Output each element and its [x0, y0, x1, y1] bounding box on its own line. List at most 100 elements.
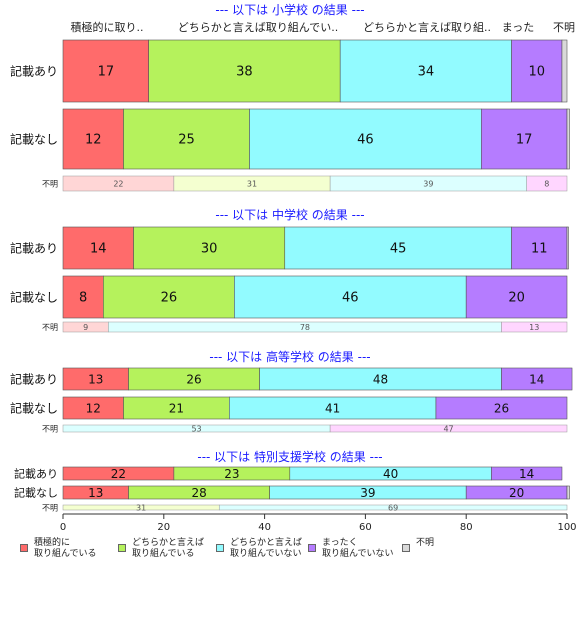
- unknown-value-label: 31: [136, 504, 146, 513]
- row-label: 記載なし: [10, 289, 58, 304]
- unknown-value-label: 8: [544, 180, 549, 189]
- x-tick-label: 80: [460, 522, 473, 533]
- top-series-label: どちらかと言えば取り組..: [363, 21, 491, 34]
- bar-segment: [566, 485, 570, 500]
- legend-label: 不明: [416, 538, 435, 548]
- bar-value-label: 17: [98, 65, 115, 80]
- unknown-value-label: 9: [83, 323, 88, 332]
- bar-value-label: 13: [88, 486, 103, 500]
- bar-value-label: 21: [169, 401, 184, 415]
- legend-swatch: [20, 544, 28, 552]
- legend-label: どちらかと言えば 取り組んでいる: [132, 538, 205, 559]
- top-series-label: まった: [502, 21, 535, 34]
- group-title: --- 以下は 高等学校 の結果 ---: [209, 349, 370, 364]
- top-series-label: 不明: [553, 21, 575, 34]
- bar-value-label: 28: [191, 486, 206, 500]
- unknown-value-label: 53: [191, 425, 201, 434]
- bar-value-label: 45: [390, 242, 407, 257]
- bar-segment: [62, 108, 124, 170]
- row-label: 記載なし: [14, 485, 58, 499]
- bar-value-label: 38: [236, 65, 253, 80]
- bar-segment: [566, 108, 570, 170]
- row-label: 記載あり: [10, 371, 58, 386]
- bar-segment: [511, 226, 568, 270]
- bar-segment: [284, 226, 512, 270]
- bar-segment: [133, 226, 286, 270]
- unknown-bar-segment: [329, 424, 568, 433]
- legend-label: どちらかと言えば 取り組んでいない: [230, 538, 303, 559]
- row-label: 記載あり: [14, 466, 58, 480]
- legend-item: どちらかと言えば 取り組んでいる: [118, 538, 204, 560]
- group-title: --- 以下は 特別支援学校 の結果 ---: [197, 449, 382, 464]
- bar-value-label: 14: [90, 242, 107, 257]
- bar-value-label: 23: [224, 467, 239, 481]
- row-label: 記載あり: [10, 240, 58, 255]
- bar-segment: [491, 466, 563, 481]
- row-label: 記載なし: [10, 400, 58, 415]
- bar-value-label: 22: [111, 467, 126, 481]
- bar-segment: [234, 275, 467, 319]
- bar-value-label: 25: [178, 133, 195, 148]
- top-series-label: 積極的に取り..: [71, 20, 144, 34]
- bar-segment: [501, 367, 573, 391]
- bar-value-label: 46: [357, 133, 374, 148]
- x-tick-label: 100: [557, 522, 576, 533]
- unknown-value-label: 22: [113, 180, 123, 189]
- legend-item: まったく 取り組んでいない: [308, 538, 394, 560]
- x-tick-label: 40: [258, 522, 271, 533]
- x-tick-label: 60: [359, 522, 372, 533]
- bar-segment: [249, 108, 482, 170]
- bar-value-label: 12: [85, 133, 102, 148]
- bar-value-label: 39: [360, 486, 375, 500]
- bar-segment: [62, 226, 134, 270]
- chart-canvas: 積極的に取り.. どちらかと言えば取り組んでい.. どちらかと言えば取り組.. まった…: [10, 2, 577, 533]
- legend-swatch: [308, 544, 316, 552]
- group-title: --- 以下は 中学校 の結果 ---: [215, 207, 364, 222]
- bar-value-label: 11: [531, 242, 548, 257]
- bar-value-label: 41: [325, 401, 340, 415]
- bar-segment: [148, 39, 341, 103]
- unknown-row-label: 不明: [42, 425, 58, 434]
- bar-value-label: 46: [342, 291, 359, 306]
- bar-value-label: 34: [418, 65, 435, 80]
- unknown-value-label: 47: [443, 425, 453, 434]
- row-label: 記載あり: [10, 63, 58, 78]
- unknown-value-label: 69: [388, 504, 398, 513]
- legend-item: どちらかと言えば 取り組んでいない: [216, 538, 302, 560]
- group-title: --- 以下は 小学校 の結果 ---: [215, 2, 364, 17]
- bar-value-label: 20: [508, 291, 525, 306]
- bar-value-label: 26: [161, 291, 178, 306]
- bar-segment: [62, 39, 149, 103]
- unknown-bar-segment: [501, 321, 568, 333]
- bar-segment: [481, 108, 568, 170]
- bar-value-label: 10: [528, 65, 545, 80]
- bar-value-label: 12: [86, 401, 101, 415]
- legend-swatch: [402, 544, 410, 552]
- bar-segment: [123, 108, 250, 170]
- bar-value-label: 26: [186, 372, 201, 386]
- legend-label: 積極的に 取り組んでいる: [34, 538, 97, 559]
- unknown-row-label: 不明: [42, 504, 58, 513]
- unknown-row-label: 不明: [42, 180, 58, 189]
- bar-value-label: 14: [529, 372, 544, 386]
- bar-segment: [103, 275, 235, 319]
- unknown-value-label: 39: [423, 180, 433, 189]
- x-tick-label: 0: [60, 522, 66, 533]
- unknown-value-label: 13: [529, 323, 539, 332]
- x-tick-label: 20: [157, 522, 170, 533]
- unknown-value-label: 31: [247, 180, 257, 189]
- bar-value-label: 14: [519, 467, 534, 481]
- legend: 積極的に 取り組んでいる どちらかと言えば 取り組んでいる どちらかと言えば 取り組…: [0, 538, 580, 578]
- bar-value-label: 13: [88, 372, 103, 386]
- unknown-row-label: 不明: [42, 323, 58, 332]
- legend-item: 積極的に 取り組んでいる: [20, 538, 97, 560]
- unknown-bar-segment: [218, 504, 568, 511]
- bar-segment: [62, 275, 104, 319]
- bar-segment: [435, 396, 568, 420]
- legend-item: 不明: [402, 538, 434, 552]
- unknown-value-label: 78: [300, 323, 310, 332]
- unknown-bar-segment: [526, 175, 568, 192]
- bar-value-label: 40: [383, 467, 398, 481]
- bar-value-label: 8: [79, 291, 87, 306]
- bar-segment: [339, 39, 512, 103]
